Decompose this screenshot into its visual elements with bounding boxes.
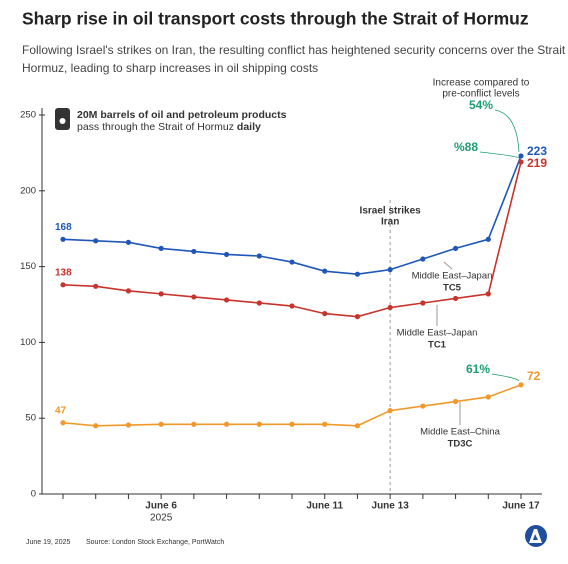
data-point bbox=[289, 303, 295, 309]
data-point bbox=[452, 398, 459, 405]
data-point bbox=[60, 236, 66, 242]
y-tick-label: 50 bbox=[25, 413, 36, 424]
event-label: Israel strikes bbox=[360, 206, 422, 217]
data-point bbox=[322, 310, 328, 317]
y-tick-label: 150 bbox=[20, 261, 36, 272]
footer-source: Source: London Stock Exchange, PortWatch bbox=[86, 539, 224, 546]
barrel-icon bbox=[55, 108, 70, 130]
data-point bbox=[223, 297, 230, 303]
series-code: TC1 bbox=[428, 340, 447, 351]
change-label: %88 bbox=[454, 140, 478, 154]
data-point bbox=[289, 259, 295, 265]
data-point bbox=[420, 300, 426, 306]
data-point bbox=[518, 382, 524, 388]
data-point bbox=[158, 245, 164, 252]
value-label: 47 bbox=[55, 405, 67, 416]
series-name: Middle East–Japan bbox=[397, 328, 478, 339]
data-point bbox=[93, 238, 99, 244]
data-point bbox=[191, 248, 197, 255]
series-code: TC5 bbox=[443, 283, 462, 294]
x-tick-label: June 13 bbox=[372, 501, 410, 512]
data-point bbox=[485, 394, 491, 400]
data-point bbox=[223, 421, 230, 427]
data-point bbox=[158, 291, 164, 297]
year-label: 2025 bbox=[150, 513, 173, 524]
event-label: Iran bbox=[381, 217, 399, 228]
info-text: pass through the Strait of Hormuz bbox=[77, 121, 234, 133]
data-point bbox=[256, 253, 262, 259]
data-point bbox=[289, 421, 295, 427]
chart-title: Sharp rise in oil transport costs throug… bbox=[22, 9, 529, 29]
data-point bbox=[452, 295, 459, 302]
data-point bbox=[93, 423, 99, 429]
data-point bbox=[518, 153, 524, 159]
series-code: TD3C bbox=[448, 439, 473, 450]
data-point bbox=[322, 421, 328, 427]
x-tick-label: June 11 bbox=[306, 501, 343, 512]
data-point bbox=[518, 159, 524, 165]
series-name: Middle East–Japan bbox=[412, 271, 493, 282]
x-tick-label: June 17 bbox=[502, 501, 540, 512]
data-point bbox=[420, 256, 426, 262]
data-point bbox=[60, 282, 66, 288]
info-line: 20M barrels of oil and petroleum product… bbox=[77, 109, 287, 121]
leader-line bbox=[443, 261, 453, 270]
data-point bbox=[387, 408, 393, 414]
data-point bbox=[387, 267, 393, 273]
data-point bbox=[256, 421, 262, 427]
data-point bbox=[191, 421, 197, 427]
change-note: pre-conflict levels bbox=[442, 89, 519, 100]
footer-date: June 19, 2025 bbox=[26, 539, 70, 546]
data-point bbox=[223, 251, 230, 258]
data-point bbox=[125, 422, 132, 428]
data-point bbox=[125, 288, 132, 294]
y-tick-label: 100 bbox=[20, 337, 36, 348]
data-point bbox=[93, 283, 99, 289]
data-point bbox=[354, 423, 361, 429]
value-label: 138 bbox=[55, 267, 72, 278]
info-bold: daily bbox=[237, 121, 261, 133]
series-name: Middle East–China bbox=[420, 427, 500, 438]
value-label: 223 bbox=[527, 144, 547, 158]
data-point bbox=[354, 271, 361, 277]
data-point bbox=[158, 421, 164, 427]
value-label: 168 bbox=[55, 222, 72, 233]
info-line: pass through the Strait of Hormuz daily bbox=[77, 121, 261, 133]
data-point bbox=[322, 268, 328, 274]
change-label: 54% bbox=[469, 98, 493, 112]
value-label: 219 bbox=[527, 156, 547, 170]
data-point bbox=[191, 294, 197, 300]
data-point bbox=[485, 236, 491, 242]
data-point bbox=[125, 239, 132, 245]
data-point bbox=[60, 420, 66, 426]
change-arrow bbox=[479, 151, 520, 159]
change-arrow bbox=[494, 109, 520, 152]
y-tick-label: 0 bbox=[31, 489, 36, 500]
y-tick-label: 200 bbox=[20, 185, 36, 196]
y-tick-label: 250 bbox=[20, 110, 36, 121]
change-label: 61% bbox=[466, 362, 490, 376]
x-tick-label: June 6 bbox=[145, 501, 177, 512]
data-point bbox=[256, 300, 262, 306]
subtitle: Hormuz, leading to sharp increases in oi… bbox=[22, 61, 318, 75]
value-label: 72 bbox=[527, 369, 541, 383]
data-point bbox=[485, 291, 491, 297]
data-point bbox=[354, 314, 361, 320]
data-point bbox=[420, 403, 426, 409]
data-point bbox=[387, 304, 393, 311]
change-arrow bbox=[491, 373, 520, 382]
logo bbox=[525, 525, 547, 547]
subtitle: Following Israel's strikes on Iran, the … bbox=[22, 43, 568, 57]
data-point bbox=[452, 245, 459, 252]
change-note: Increase compared to bbox=[433, 78, 530, 89]
